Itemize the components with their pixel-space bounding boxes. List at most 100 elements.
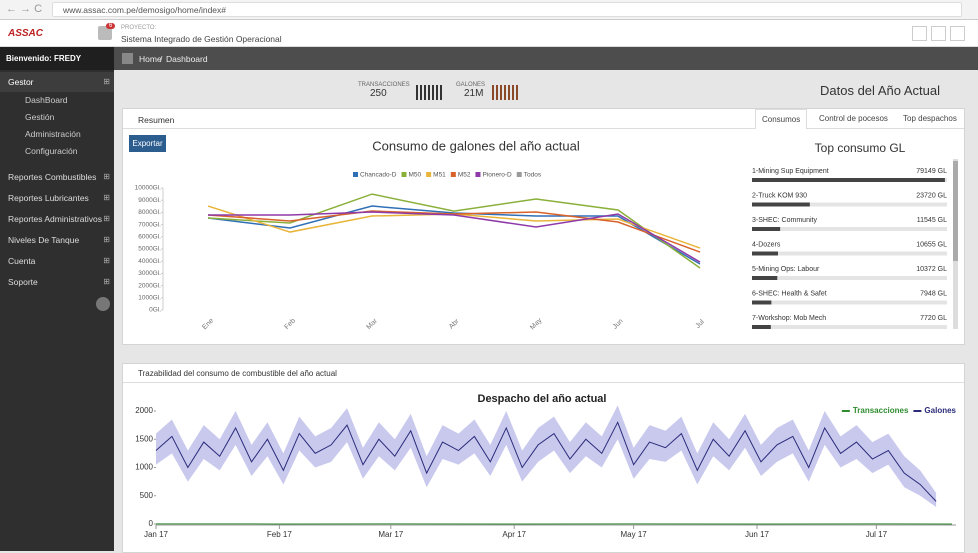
item-value: 7720 GL	[920, 315, 947, 322]
x-tick-label: Jul 17	[866, 530, 888, 539]
breadcrumb: Dashboard	[166, 54, 208, 64]
y-tick-label: 3000Gl.	[138, 270, 161, 277]
app-header: ASSAC 6 PROYECTO: Sistema Integrado de G…	[0, 20, 978, 47]
url: www.assac.com.pe/demosigo/home/index#	[63, 5, 226, 15]
sparkline	[416, 85, 444, 100]
menu-item[interactable]: Cuenta	[0, 251, 114, 271]
breadcrumb-bar: Home / Dashboard	[114, 47, 978, 70]
y-tick-label: 2000Gl.	[138, 282, 161, 289]
sparkline	[492, 85, 520, 100]
logo: ASSAC	[8, 28, 43, 39]
icon-button[interactable]	[912, 26, 927, 41]
x-tick-label: Feb 17	[267, 530, 292, 539]
bar-track	[752, 325, 947, 329]
legend-label: M50	[409, 172, 422, 179]
y-tick-label: 9000Gl.	[138, 197, 161, 204]
browser-bar: ← → C www.assac.com.pe/demosigo/home/ind…	[0, 0, 978, 20]
y-tick-label: 1000Gl.	[138, 295, 161, 302]
series-line	[208, 211, 700, 252]
menu-item[interactable]: Reportes Combustibles	[0, 167, 114, 187]
project-title: Sistema Integrado de Gestión Operacional	[121, 34, 282, 44]
export-button[interactable]: Exportar	[129, 135, 166, 152]
separator: /	[160, 54, 162, 64]
submenu-item[interactable]: Configuración	[25, 146, 77, 156]
legend-swatch	[475, 172, 480, 177]
badge: 6	[106, 23, 115, 29]
collapse-button[interactable]	[96, 297, 110, 311]
sidebar: Bienvenido: FREDY Gestor DashBoard Gestión…	[0, 47, 114, 551]
item-label: 1-Mining Sup Equipment	[752, 168, 829, 175]
x-tick-label: May 17	[620, 530, 647, 539]
bar	[752, 325, 771, 329]
tab[interactable]: Control de pocesos	[813, 109, 894, 129]
bar	[752, 178, 945, 182]
legend-label: Galones	[924, 406, 956, 415]
menu-item[interactable]: Niveles De Tanque	[0, 230, 114, 250]
icon-button[interactable]	[931, 26, 946, 41]
panel-title: Trazabilidad del consumo de combustible …	[138, 369, 337, 378]
item-label: 3-SHEC: Community	[752, 217, 817, 224]
scroll-thumb	[953, 161, 958, 261]
chart-title: Top consumo GL	[815, 141, 906, 155]
y-tick-label: 1500	[135, 434, 153, 443]
x-tick-label: Feb	[284, 317, 298, 331]
stat: GALONES 21M	[456, 82, 485, 99]
tab[interactable]: Consumos	[755, 109, 807, 129]
stat-value: 21M	[456, 88, 485, 99]
top-list: Top consumo GL 1-Mining Sup Equipment 7914…	[750, 129, 964, 334]
x-tick-label: Jun 17	[745, 530, 770, 539]
bar	[752, 203, 810, 207]
x-tick-label: Jan 17	[144, 530, 169, 539]
x-tick-label: Jul	[695, 318, 707, 330]
item-value: 79149 GL	[916, 168, 947, 175]
x-tick-label: May	[529, 317, 544, 332]
item-label: 6-SHEC: Health & Safet	[752, 290, 827, 297]
series-line	[208, 194, 700, 268]
bar	[752, 301, 771, 305]
y-tick-label: 8000Gl.	[138, 209, 161, 216]
chart-title: Consumo de galones del año actual	[372, 138, 580, 153]
range-band	[156, 405, 936, 507]
stat-value: 250	[358, 88, 410, 99]
trazabilidad-panel: Trazabilidad del consumo de combustible …	[122, 363, 965, 553]
submenu-item[interactable]: DashBoard	[25, 95, 68, 105]
x-tick-label: Jun	[612, 318, 625, 331]
menu-item[interactable]: Reportes Administrativos	[0, 209, 114, 229]
menu-item[interactable]: Soporte	[0, 272, 114, 292]
bar-track	[752, 276, 947, 280]
legend-label: Pionero-D	[482, 172, 512, 179]
refresh-icon[interactable]	[122, 53, 133, 64]
stat: TRANSACCIONES 250	[358, 82, 410, 99]
url-box[interactable]: www.assac.com.pe/demosigo/home/index#	[52, 2, 962, 17]
submenu-item[interactable]: Administración	[25, 129, 81, 139]
item-value: 7948 GL	[920, 290, 947, 297]
x-tick-label: Mar	[366, 317, 380, 331]
legend-swatch	[353, 172, 358, 177]
legend-swatch	[451, 172, 456, 177]
menu-item[interactable]: Reportes Lubricantes	[0, 188, 114, 208]
y-tick-label: 1000	[135, 463, 153, 472]
bar	[752, 276, 777, 280]
bar-track	[752, 227, 947, 231]
project-label: PROYECTO:	[121, 25, 156, 31]
x-tick-label: Apr 17	[502, 530, 526, 539]
menu-item[interactable]: Gestor	[0, 72, 114, 92]
legend-label: Transacciones	[853, 406, 909, 415]
y-tick-label: 6000Gl.	[138, 234, 161, 241]
icon-button[interactable]	[950, 26, 965, 41]
chart-title: Despacho del año actual	[478, 393, 607, 405]
tab[interactable]: Top despachos	[897, 109, 963, 129]
submenu-item[interactable]: Gestión	[25, 112, 54, 122]
y-tick-label: 2000	[135, 406, 153, 415]
y-tick-label: 4000Gl.	[138, 258, 161, 265]
y-tick-label: 0Gl.	[149, 307, 161, 314]
breadcrumb[interactable]: Home	[139, 54, 162, 64]
nav-buttons[interactable]: ← → C	[6, 3, 42, 15]
y-tick-label: 0	[149, 519, 154, 528]
item-label: 4-Dozers	[752, 241, 781, 248]
y-tick-label: 500	[140, 491, 154, 500]
item-label: 7-Workshop: Mob Mech	[752, 315, 826, 322]
welcome: Bienvenido: FREDY	[0, 47, 114, 70]
bar	[752, 252, 778, 256]
